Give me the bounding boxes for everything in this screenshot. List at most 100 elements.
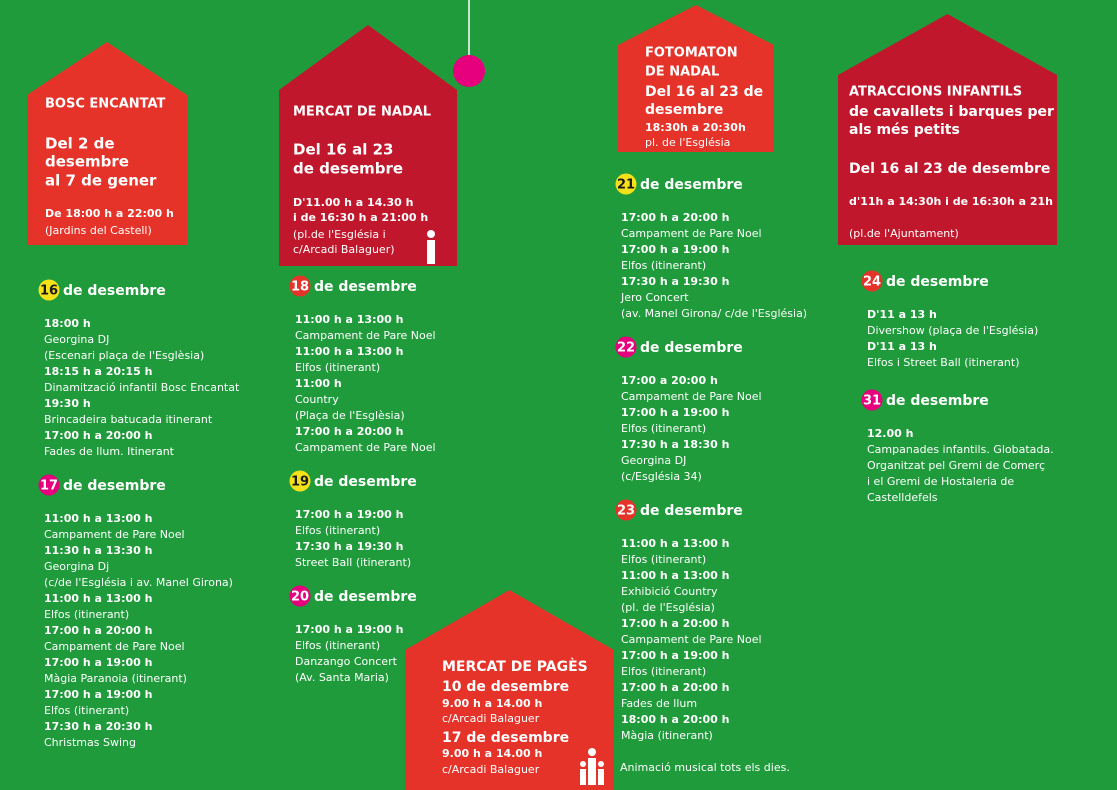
event-time: 17:30 h a 19:30 h: [295, 540, 403, 553]
day-label: de desembre: [314, 474, 417, 490]
event-text: Castelldefels: [867, 491, 938, 504]
event-text: Jero Concert: [620, 291, 689, 304]
day-label: de desembre: [886, 274, 989, 290]
event-text: Elfos (itinerant): [621, 422, 706, 435]
event-time: 19:30 h: [44, 397, 91, 410]
house-text: al 7 de gener: [45, 172, 157, 190]
event-time: 17:00 h a 19:00 h: [621, 243, 729, 256]
event-text: Campament de Pare Noel: [44, 640, 185, 653]
house-text: FOTOMATON: [645, 46, 738, 61]
event-time: 11:00 h a 13:00 h: [295, 345, 403, 358]
house: [27, 42, 187, 245]
day-label: de desembre: [886, 393, 989, 409]
house: [405, 590, 614, 790]
event-time: 11:00 h a 13:00 h: [44, 592, 152, 605]
event-text: Elfos (itinerant): [44, 704, 129, 717]
house-text: c/Arcadi Balaguer): [293, 243, 395, 256]
event-time: 17:00 h a 20:00 h: [621, 211, 729, 224]
house-text: de cavallets i barques per: [849, 104, 1054, 120]
day-number: 17: [40, 479, 58, 494]
event-text: i el Gremi de Hostaleria de: [867, 475, 1014, 488]
house-text: desembre: [645, 102, 723, 118]
event-text: (Av. Santa Maria): [295, 671, 389, 684]
day-badge: [38, 279, 60, 301]
event-time: 17:30 h a 19:30 h: [621, 275, 729, 288]
house-text: (pl.de l'Església i: [293, 228, 386, 241]
event-time: 17:00 h a 20:00 h: [44, 429, 152, 442]
event-time: 17:30 h a 18:30 h: [621, 438, 729, 451]
event-text: Street Ball (itinerant): [295, 556, 411, 569]
event-text: (av. Manel Girona/ c/de l'Església): [621, 307, 807, 320]
event-time: 17:00 h a 19:00 h: [295, 508, 403, 521]
event-time: 11:00 h a 13:00 h: [295, 313, 403, 326]
event-time: 17:00 h a 20:00 h: [621, 617, 729, 630]
event-text: Elfos (itinerant): [621, 665, 706, 678]
day-label: de desembre: [640, 340, 743, 356]
house-text: als més petits: [849, 122, 960, 138]
event-text: Campament de Pare Noel: [621, 227, 762, 240]
day-number: 24: [863, 275, 881, 290]
event-text: Danzango Concert: [295, 655, 398, 668]
day-number: 23: [617, 504, 635, 519]
event-time: 18:00 h: [44, 317, 91, 330]
event-text: Màgia (itinerant): [621, 729, 713, 742]
event-time: 17:00 h a 19:00 h: [295, 623, 403, 636]
event-text: Campament de Pare Noel: [295, 441, 436, 454]
day-label: de desembre: [640, 177, 743, 193]
event-time: 12.00 h: [867, 427, 913, 440]
day-number: 21: [617, 178, 635, 193]
house-text: D'11.00 h a 14.30 h: [293, 196, 414, 209]
person-icon: [427, 230, 435, 264]
event-time: 17:00 h a 20:00 h: [295, 425, 403, 438]
family-icon: [580, 748, 604, 785]
house-text: 10 de desembre: [442, 679, 569, 695]
event-text: Country: [295, 393, 339, 406]
event-text: Divershow (plaça de l'Església): [867, 324, 1038, 337]
day-label: de desembre: [314, 589, 417, 605]
event-text: Campament de Pare Noel: [44, 528, 185, 541]
house: [838, 14, 1057, 245]
event-text: Elfos (itinerant): [295, 524, 380, 537]
event-text: Georgina DJ: [621, 454, 686, 467]
event-text: Organitzat pel Gremi de Comerç: [867, 459, 1045, 472]
house-text: MERCAT DE PAGÈS: [442, 658, 588, 675]
event-text: Elfos (itinerant): [621, 259, 706, 272]
house: [618, 5, 774, 152]
event-time: 17:00 h a 19:00 h: [621, 406, 729, 419]
event-text: Fades de llum. Itinerant: [44, 445, 175, 458]
house-text: Del 2 de: [45, 135, 115, 153]
event-time: 17:00 h a 19:00 h: [44, 688, 152, 701]
day-number: 16: [40, 284, 58, 299]
event-text: Elfos (itinerant): [295, 361, 380, 374]
house-text: Del 16 al 23 de desembre: [849, 161, 1050, 177]
event-text: Exhibició Country: [621, 585, 718, 598]
event-text: (Plaça de l'Esglèsia): [295, 409, 405, 422]
day-label: de desembre: [63, 283, 166, 299]
event-text: Georgina DJ: [44, 333, 109, 346]
house-text: 17 de desembre: [442, 730, 569, 746]
day-badge: [38, 474, 60, 496]
house-text: 9.00 h a 14.00 h: [442, 747, 542, 760]
day-badge: [289, 585, 311, 607]
day-badge: [615, 499, 637, 521]
event-text: (pl. de l'Església): [621, 601, 715, 614]
note: Animació musical tots els dies.: [620, 761, 790, 774]
house-text: desembre: [45, 153, 129, 171]
day-number: 22: [617, 341, 635, 356]
house-text: BOSC ENCANTAT: [45, 97, 166, 112]
house-text: 18:30h a 20:30h: [645, 121, 746, 134]
event-text: Dinamització infantil Bosc Encantat: [44, 381, 240, 394]
schedule: 16 de desembre 18:00 h Georgina DJ (Escenari…: [38, 173, 1054, 749]
event-text: Elfos (itinerant): [44, 608, 129, 621]
house: [279, 25, 457, 266]
event-text: Elfos (itinerant): [621, 553, 706, 566]
house-text: i de 16:30 h a 21:00 h: [293, 211, 428, 224]
day-badge: [615, 173, 637, 195]
day-label: de desembre: [63, 478, 166, 494]
event-text: Elfos i Street Ball (itinerant): [867, 356, 1020, 369]
house-text: MERCAT DE NADAL: [293, 105, 431, 120]
event-text: Campament de Pare Noel: [621, 390, 762, 403]
day-badge: [289, 275, 311, 297]
house-text: De 18:00 h a 22:00 h: [45, 207, 174, 220]
